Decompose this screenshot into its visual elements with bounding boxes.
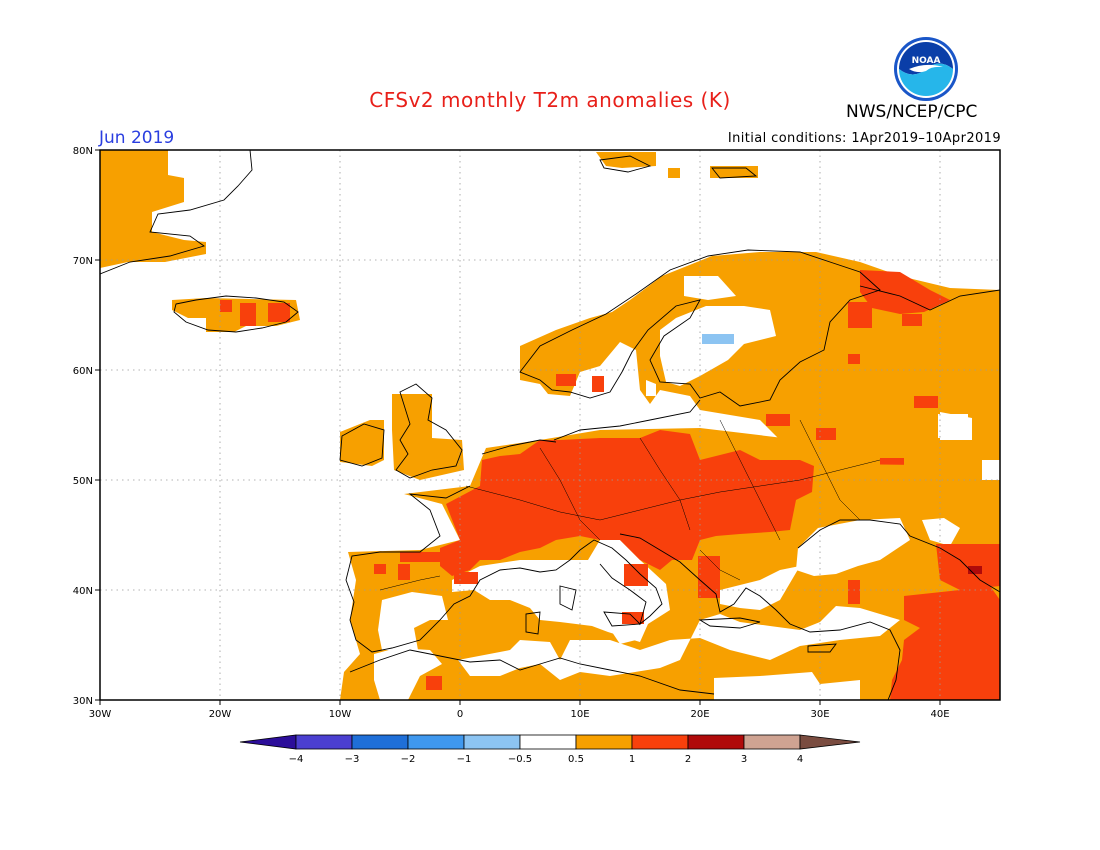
lat-label: 30N xyxy=(73,696,93,707)
map-frame xyxy=(99,149,1001,701)
lon-label: 30E xyxy=(810,709,829,720)
colorbar-label: −2 xyxy=(401,754,416,765)
colorbar-labels: −4 −3 −2 −1 −0.5 0.5 1 2 3 4 xyxy=(289,754,804,765)
colorbar-label: 2 xyxy=(685,754,691,765)
lat-labels: 30N 40N 50N 60N 70N 80N xyxy=(73,146,93,707)
graticule xyxy=(100,150,1000,700)
map-title: CFSv2 monthly T2m anomalies (K) xyxy=(369,88,731,112)
lon-label: 0 xyxy=(457,709,463,720)
colorbar-swatch xyxy=(575,734,633,750)
colorbar-swatch xyxy=(295,734,353,750)
organization-label: NWS/NCEP/CPC xyxy=(846,102,978,122)
lat-label: 70N xyxy=(73,256,93,267)
colorbar-label: 4 xyxy=(797,754,803,765)
anomaly-shading xyxy=(100,150,1000,700)
colorbar-label: −1 xyxy=(457,754,472,765)
colorbar-swatch xyxy=(743,734,801,750)
colorbar-swatch xyxy=(519,734,577,750)
colorbar-swatch xyxy=(407,734,465,750)
borders xyxy=(379,419,881,591)
colorbar-label: −0.5 xyxy=(508,754,532,765)
colorbar-label: 1 xyxy=(629,754,635,765)
lat-label: 40N xyxy=(73,586,93,597)
colorbar-label: 0.5 xyxy=(568,754,584,765)
colorbar xyxy=(239,734,861,750)
initial-conditions-label: Initial conditions: 1Apr2019–10Apr2019 xyxy=(727,131,1001,146)
colorbar-swatch xyxy=(631,734,689,750)
lon-labels: 30W 20W 10W 0 10E 20E 30E 40E xyxy=(89,709,950,720)
lat-label: 60N xyxy=(73,366,93,377)
lon-label: 40E xyxy=(930,709,949,720)
lat-label: 80N xyxy=(73,146,93,157)
lon-label: 10W xyxy=(329,709,352,720)
noaa-logo-icon: NOAA xyxy=(894,37,958,101)
forecast-month-label: Jun 2019 xyxy=(99,128,175,148)
colorbar-label: −4 xyxy=(289,754,304,765)
lat-label: 50N xyxy=(73,476,93,487)
svg-text:NOAA: NOAA xyxy=(912,56,941,66)
lon-label: 10E xyxy=(570,709,589,720)
lon-label: 20E xyxy=(690,709,709,720)
lon-label: 20W xyxy=(209,709,232,720)
lon-label: 30W xyxy=(89,709,112,720)
colorbar-swatch xyxy=(687,734,745,750)
colorbar-label: −3 xyxy=(345,754,360,765)
colorbar-label: 3 xyxy=(741,754,747,765)
colorbar-swatch xyxy=(799,734,861,750)
colorbar-swatch xyxy=(463,734,521,750)
coastlines xyxy=(100,150,1000,700)
colorbar-swatch xyxy=(239,734,297,750)
axis-ticks xyxy=(95,149,941,705)
colorbar-swatch xyxy=(351,734,409,750)
